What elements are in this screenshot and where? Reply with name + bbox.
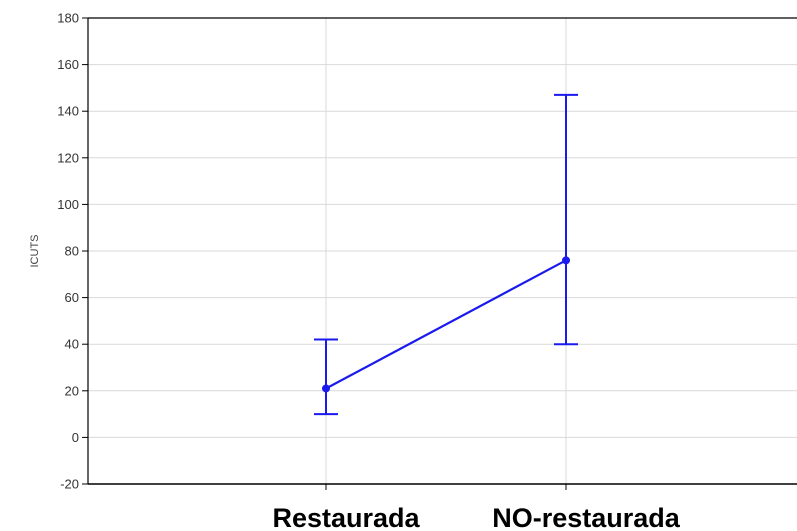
y-tick-label: 100 bbox=[57, 197, 79, 212]
series-line bbox=[325, 259, 567, 390]
y-tick-label: -20 bbox=[60, 477, 79, 492]
x-category-label: NO-restaurada bbox=[492, 503, 681, 531]
y-tick-label: 80 bbox=[65, 244, 79, 259]
y-tick-labels: -20 0 20 40 60 80 100 120 140 160 180 bbox=[57, 11, 79, 492]
y-tick-label: 40 bbox=[65, 337, 79, 352]
y-tick-label: 0 bbox=[72, 430, 79, 445]
grid-lines bbox=[88, 18, 797, 484]
axes bbox=[82, 17, 797, 490]
x-category-label: Restaurada bbox=[272, 503, 420, 531]
y-axis-title: ICUTS bbox=[29, 235, 41, 268]
y-tick-label: 60 bbox=[65, 290, 79, 305]
y-tick-label: 140 bbox=[57, 104, 79, 119]
series bbox=[314, 93, 578, 416]
y-tick-label: 180 bbox=[57, 11, 79, 26]
data-point bbox=[562, 256, 570, 265]
y-tick-label: 120 bbox=[57, 150, 79, 165]
y-tick-label: 160 bbox=[57, 57, 79, 72]
y-tick-label: 20 bbox=[65, 383, 79, 398]
x-category-labels: Restaurada NO-restaurada bbox=[272, 503, 680, 531]
data-point bbox=[322, 384, 330, 393]
